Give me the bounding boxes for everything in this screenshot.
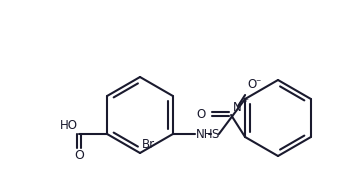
Text: S: S: [211, 128, 219, 141]
Text: O: O: [74, 149, 84, 162]
Text: $^-$: $^-$: [254, 77, 262, 86]
Text: NH: NH: [196, 129, 213, 141]
Text: $^+$: $^+$: [241, 97, 250, 107]
Text: O: O: [247, 78, 256, 91]
Text: HO: HO: [60, 119, 78, 132]
Text: O: O: [197, 108, 206, 120]
Text: N: N: [233, 101, 242, 114]
Text: Br: Br: [142, 138, 155, 151]
